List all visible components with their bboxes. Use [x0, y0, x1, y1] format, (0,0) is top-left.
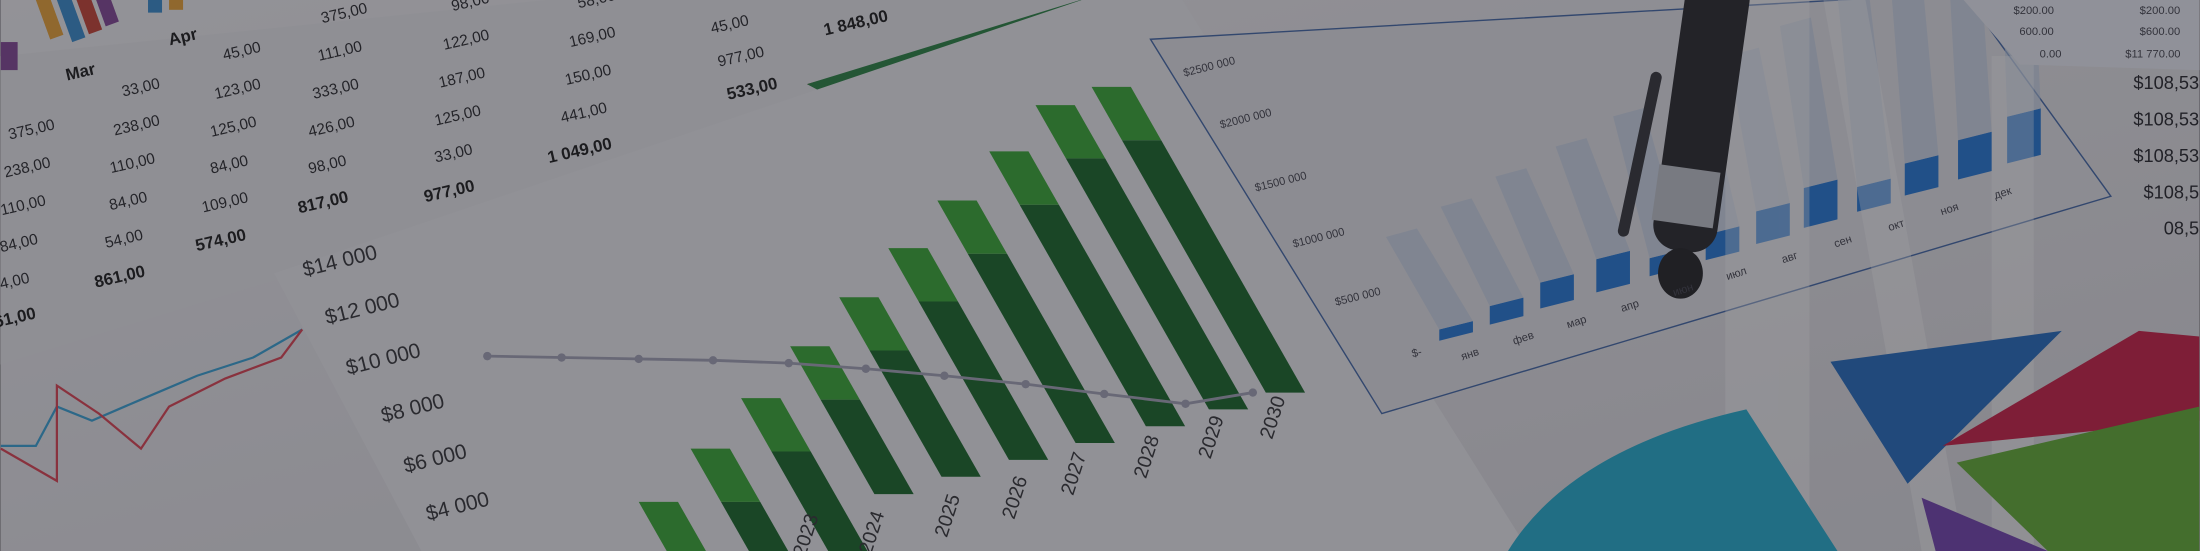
right-bar-ghost [1837, 0, 1891, 188]
side-value: 08,5 [2164, 219, 2199, 239]
trend-dot [1100, 389, 1109, 399]
right-bar-ghost [1555, 138, 1630, 260]
month-label: сен [1833, 233, 1854, 250]
right-bar [1904, 155, 1939, 196]
bar-light [937, 200, 1007, 254]
right-y-label: $- [1411, 346, 1424, 360]
table-cell: $600.00 [2140, 26, 2181, 38]
side-value: $108,53 [2133, 146, 2199, 166]
bar-dark [720, 501, 789, 551]
pie-pieces [1507, 330, 2200, 551]
bar-dark [869, 350, 981, 477]
right-bar-ghost [1950, 0, 1992, 141]
right-bar-ghost [1728, 47, 1790, 212]
month-label: мар [1565, 314, 1588, 332]
right-bar [1958, 131, 1992, 180]
side-value: $108,53 [2133, 73, 2199, 93]
right-table [1963, 0, 2200, 71]
right-bar [1857, 178, 1891, 212]
bar-light [1035, 105, 1106, 159]
trend-dot [1021, 379, 1030, 389]
bar-light [989, 151, 1059, 205]
bar-dark [1019, 204, 1186, 427]
bar-dark [967, 253, 1115, 444]
month-label: дек [1993, 185, 2014, 202]
bar-light [1091, 86, 1162, 141]
side-value: $108,53 [2133, 109, 2199, 129]
month-label: янв [1460, 346, 1481, 363]
bar-light [638, 501, 706, 551]
trend-dot [634, 354, 643, 364]
table-cell: $200.00 [2014, 5, 2055, 17]
left-line-chart [0, 328, 304, 483]
right-bar-ghost [1495, 168, 1574, 283]
trend-line [483, 351, 1258, 408]
trend-dot [1248, 388, 1258, 397]
table-cell: $200.00 [2140, 5, 2181, 17]
bar-light [839, 297, 909, 351]
table-cell: 600.00 [2019, 26, 2053, 38]
pen [1617, 0, 1750, 299]
bar-light [790, 346, 860, 400]
month-label: ноя [1939, 201, 1960, 218]
trend-dot [784, 358, 793, 368]
trend-dot [557, 353, 566, 362]
right-bar [1489, 297, 1524, 325]
bar-dark [1121, 140, 1306, 393]
table-cell: 0.00 [2040, 49, 2062, 61]
bar-dark [820, 399, 914, 495]
right-bar [1439, 321, 1473, 341]
mini-bars [0, 0, 184, 71]
month-label: авг [1780, 250, 1799, 266]
trend-dot [861, 364, 871, 373]
right-bar [2007, 108, 2041, 164]
main-bars [638, 86, 1306, 551]
trend-dot [940, 371, 949, 380]
bar-light [741, 398, 811, 452]
table-cell: $11 770.00 [2125, 49, 2180, 61]
trend-dot [1181, 399, 1190, 408]
right-bar-ghost [1386, 228, 1473, 330]
right-bar-ghost [1892, 0, 1939, 164]
bar-light [888, 248, 958, 302]
month-label: апр [1619, 298, 1640, 315]
right-bar [1540, 274, 1574, 309]
trend-dot [483, 351, 492, 361]
side-value: $108,5 [2143, 182, 2199, 202]
bar-dark [771, 451, 868, 551]
month-label: окт [1887, 217, 1906, 233]
cell: 4,00 [0, 270, 31, 293]
right-bar [1596, 250, 1630, 293]
bar-light [690, 448, 761, 502]
right-bar-ghost [1779, 17, 1838, 189]
right-bar-ghost [1440, 198, 1524, 307]
right-bar [1803, 179, 1838, 228]
bar-dark [1065, 158, 1249, 410]
right-bar [1756, 203, 1790, 244]
trend-dot [708, 356, 718, 365]
